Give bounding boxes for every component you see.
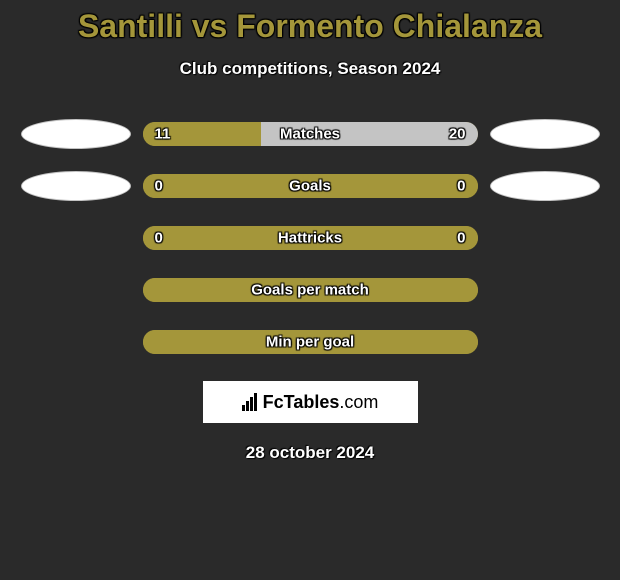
footer-date: 28 october 2024 <box>0 443 620 463</box>
stats-list: 11 20 Matches 0 0 Goals 0 0 Hattricks Goals per m… <box>0 119 620 357</box>
bar-chart-icon <box>242 393 257 411</box>
player-chip-right[interactable] <box>490 119 600 149</box>
stat-label: Hattricks <box>278 230 342 247</box>
brand-prefix: Fc <box>263 392 284 412</box>
chip-spacer <box>21 223 131 253</box>
stat-value-right: 0 <box>457 178 465 195</box>
brand-logo[interactable]: FcTables.com <box>203 381 418 423</box>
chip-spacer <box>490 223 600 253</box>
player-chip-left[interactable] <box>21 171 131 201</box>
stat-row: 0 0 Hattricks <box>10 223 610 253</box>
player-chip-right[interactable] <box>490 171 600 201</box>
stat-bar: Goals per match <box>143 278 478 302</box>
player-chip-left[interactable] <box>21 119 131 149</box>
brand-main: Tables <box>284 392 340 412</box>
stat-value-left: 11 <box>155 126 171 143</box>
chip-spacer <box>490 275 600 305</box>
subtitle: Club competitions, Season 2024 <box>0 59 620 79</box>
stat-value-right: 20 <box>449 126 466 143</box>
stat-bar: 11 20 Matches <box>143 122 478 146</box>
stat-value-right: 0 <box>457 230 465 247</box>
page-title: Santilli vs Formento Chialanza <box>0 8 620 45</box>
stat-row: Goals per match <box>10 275 610 305</box>
stat-row: 11 20 Matches <box>10 119 610 149</box>
brand-domain: .com <box>339 392 378 412</box>
stat-row: Min per goal <box>10 327 610 357</box>
stat-label: Matches <box>280 126 340 143</box>
comparison-widget: Santilli vs Formento Chialanza Club comp… <box>0 0 620 463</box>
stat-bar: 0 0 Hattricks <box>143 226 478 250</box>
stat-bar: 0 0 Goals <box>143 174 478 198</box>
brand-text: FcTables.com <box>263 392 379 413</box>
stat-label: Goals <box>289 178 331 195</box>
stat-label: Min per goal <box>266 334 354 351</box>
chip-spacer <box>21 327 131 357</box>
chip-spacer <box>21 275 131 305</box>
stat-row: 0 0 Goals <box>10 171 610 201</box>
stat-value-left: 0 <box>155 178 163 195</box>
stat-label: Goals per match <box>251 282 369 299</box>
chip-spacer <box>490 327 600 357</box>
stat-value-left: 0 <box>155 230 163 247</box>
stat-bar: Min per goal <box>143 330 478 354</box>
